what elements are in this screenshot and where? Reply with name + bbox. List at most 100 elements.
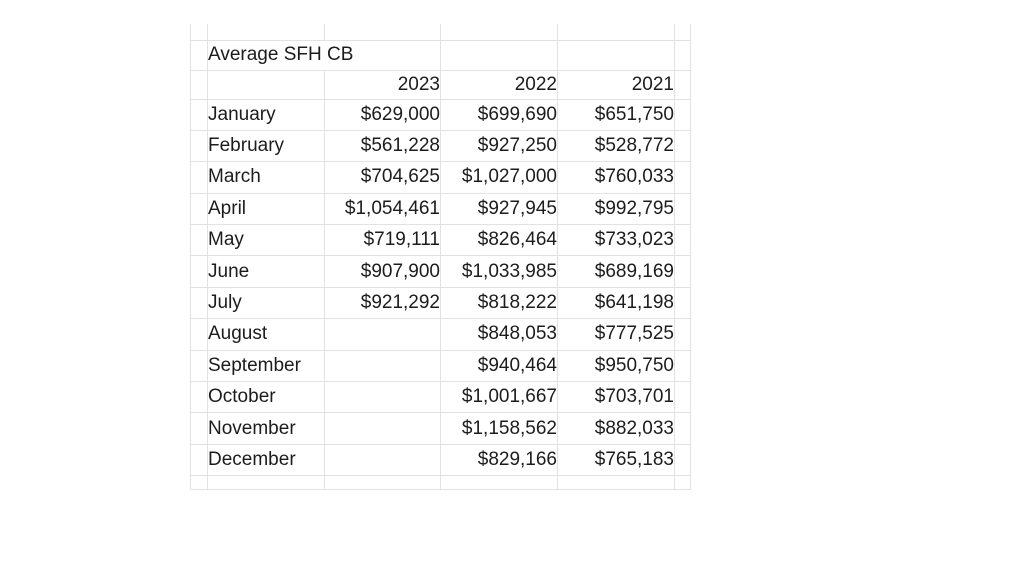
value-cell-2022[interactable]: $826,464 xyxy=(440,224,558,257)
grid-cell[interactable] xyxy=(674,381,691,414)
value-cell-2022[interactable]: $1,158,562 xyxy=(440,412,558,445)
grid-cell[interactable] xyxy=(190,412,208,445)
value-cell-2021[interactable]: $703,701 xyxy=(557,381,675,414)
value-cell-2021[interactable]: $765,183 xyxy=(557,443,675,477)
value-cell-2023[interactable] xyxy=(324,349,441,383)
grid-cell[interactable] xyxy=(440,475,558,491)
value-cell-2023[interactable]: $561,228 xyxy=(324,129,441,163)
value-cell-2022[interactable]: $927,945 xyxy=(440,192,558,226)
grid-cell[interactable] xyxy=(190,39,208,71)
value-cell-2023[interactable]: $907,900 xyxy=(324,255,441,288)
month-cell[interactable]: February xyxy=(207,129,325,163)
grid-cell[interactable] xyxy=(557,475,675,491)
month-cell[interactable]: May xyxy=(207,224,325,257)
grid-cell[interactable] xyxy=(190,255,208,288)
value-cell-2023[interactable]: $921,292 xyxy=(324,286,441,320)
grid-cell[interactable] xyxy=(557,39,675,71)
grid-cell[interactable] xyxy=(190,443,208,477)
value-cell-2023[interactable] xyxy=(324,318,441,351)
value-cell-2021[interactable]: $689,169 xyxy=(557,255,675,288)
value-cell-2022[interactable]: $940,464 xyxy=(440,349,558,383)
value-cell-2022[interactable]: $818,222 xyxy=(440,286,558,320)
column-header-2022[interactable]: 2022 xyxy=(440,69,558,100)
grid-cell[interactable] xyxy=(324,24,441,41)
value-cell-2022[interactable]: $699,690 xyxy=(440,98,558,131)
value-cell-2021[interactable]: $777,525 xyxy=(557,318,675,351)
grid-cell[interactable] xyxy=(190,129,208,163)
value-cell-2021[interactable]: $651,750 xyxy=(557,98,675,131)
month-cell[interactable]: June xyxy=(207,255,325,288)
grid-cell[interactable] xyxy=(190,161,208,194)
value-cell-2022[interactable]: $829,166 xyxy=(440,443,558,477)
grid-cell[interactable] xyxy=(190,475,208,491)
grid-cell[interactable] xyxy=(674,39,691,71)
grid-row-blank-bottom xyxy=(190,475,691,491)
month-cell[interactable]: January xyxy=(207,98,325,131)
grid-cell[interactable] xyxy=(674,443,691,477)
value-cell-2023[interactable] xyxy=(324,381,441,414)
grid-cell[interactable] xyxy=(190,69,208,100)
grid-cell[interactable] xyxy=(440,24,558,41)
value-cell-2021[interactable]: $992,795 xyxy=(557,192,675,226)
grid-cell[interactable] xyxy=(674,475,691,491)
grid-cell[interactable] xyxy=(557,24,675,41)
grid-cell[interactable] xyxy=(190,349,208,383)
month-cell[interactable]: March xyxy=(207,161,325,194)
value-cell-2021[interactable]: $950,750 xyxy=(557,349,675,383)
value-cell-2022[interactable]: $1,001,667 xyxy=(440,381,558,414)
value-cell-2021[interactable]: $882,033 xyxy=(557,412,675,445)
grid-cell[interactable] xyxy=(190,192,208,226)
grid-cell[interactable] xyxy=(674,129,691,163)
grid-cell[interactable] xyxy=(440,39,558,71)
grid-cell[interactable] xyxy=(674,192,691,226)
data-rows: January $629,000 $699,690 $651,750 February $… xyxy=(190,98,691,477)
sheet-title-cell[interactable]: Average SFH CB xyxy=(207,39,441,71)
month-cell[interactable]: December xyxy=(207,443,325,477)
value-cell-2023[interactable]: $704,625 xyxy=(324,161,441,194)
grid-cell[interactable] xyxy=(674,412,691,445)
grid-cell[interactable] xyxy=(190,98,208,131)
month-cell[interactable]: November xyxy=(207,412,325,445)
grid-cell[interactable] xyxy=(190,318,208,351)
value-cell-2022[interactable]: $927,250 xyxy=(440,129,558,163)
month-cell[interactable]: July xyxy=(207,286,325,320)
value-cell-2023[interactable]: $719,111 xyxy=(324,224,441,257)
grid-cell[interactable] xyxy=(674,224,691,257)
value-cell-2023[interactable] xyxy=(324,443,441,477)
grid-cell[interactable] xyxy=(190,24,208,41)
grid-cell[interactable] xyxy=(190,224,208,257)
value-cell-2023[interactable]: $629,000 xyxy=(324,98,441,131)
grid-cell[interactable] xyxy=(190,381,208,414)
value-cell-2021[interactable]: $733,023 xyxy=(557,224,675,257)
month-cell[interactable]: August xyxy=(207,318,325,351)
grid-cell[interactable] xyxy=(674,69,691,100)
grid-cell[interactable] xyxy=(190,286,208,320)
month-cell[interactable]: October xyxy=(207,381,325,414)
grid-cell[interactable] xyxy=(674,161,691,194)
column-header-2023[interactable]: 2023 xyxy=(324,69,441,100)
grid-cell[interactable] xyxy=(207,24,325,41)
column-header-2021[interactable]: 2021 xyxy=(557,69,675,100)
grid-row-blank-top xyxy=(190,24,691,41)
value-cell-2023[interactable]: $1,054,461 xyxy=(324,192,441,226)
value-cell-2022[interactable]: $848,053 xyxy=(440,318,558,351)
value-cell-2021[interactable]: $641,198 xyxy=(557,286,675,320)
value-cell-2021[interactable]: $528,772 xyxy=(557,129,675,163)
value-cell-2022[interactable]: $1,027,000 xyxy=(440,161,558,194)
value-cell-2021[interactable]: $760,033 xyxy=(557,161,675,194)
grid-cell[interactable] xyxy=(674,255,691,288)
header-empty-cell[interactable] xyxy=(207,69,325,100)
value-cell-2023[interactable] xyxy=(324,412,441,445)
month-cell[interactable]: April xyxy=(207,192,325,226)
month-cell[interactable]: September xyxy=(207,349,325,383)
grid-cell[interactable] xyxy=(674,24,691,41)
grid-cell[interactable] xyxy=(674,318,691,351)
table-row: July $921,292 $818,222 $641,198 xyxy=(190,286,691,320)
value-cell-2022[interactable]: $1,033,985 xyxy=(440,255,558,288)
grid-cell[interactable] xyxy=(207,475,325,491)
grid-cell[interactable] xyxy=(674,98,691,131)
grid-cell[interactable] xyxy=(324,475,441,491)
grid-cell[interactable] xyxy=(674,286,691,320)
grid-cell[interactable] xyxy=(674,349,691,383)
